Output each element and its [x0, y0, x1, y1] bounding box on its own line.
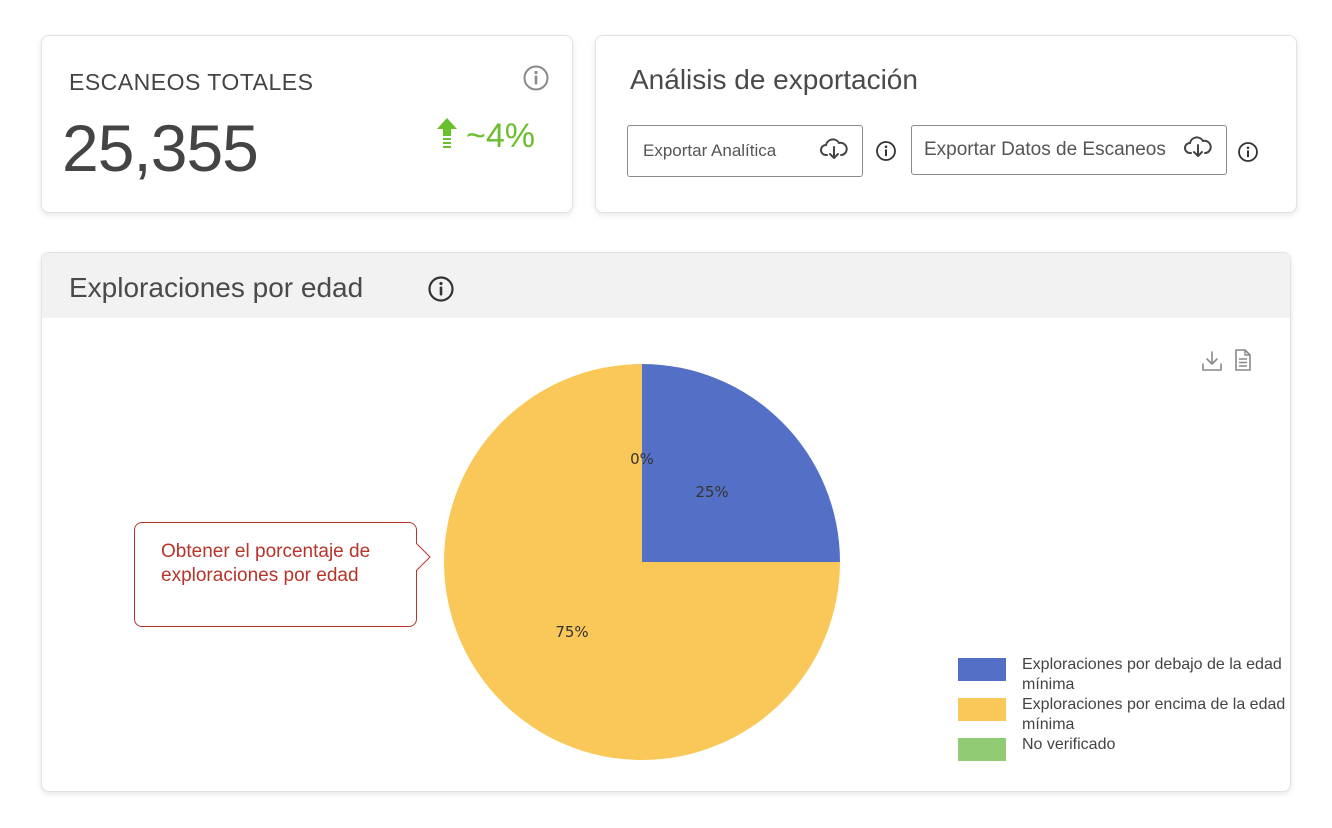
arrow-up-icon [436, 116, 458, 157]
pie-label-2: 0% [630, 450, 654, 468]
pie-label-0: 25% [695, 483, 728, 501]
trend-indicator: ~4% [436, 116, 535, 157]
pie-slice-0[interactable] [642, 364, 840, 562]
pie-label-1: 75% [555, 623, 588, 641]
info-icon[interactable] [875, 140, 897, 167]
pie-chart: 25% 75% 0% [444, 364, 840, 760]
legend-item[interactable]: Exploraciones por debajo de la edad míni… [958, 655, 1290, 695]
export-scans-label: Exportar Datos de Escaneos [924, 139, 1166, 160]
info-icon[interactable] [522, 64, 550, 97]
info-icon[interactable] [1237, 141, 1259, 168]
legend-swatch [958, 698, 1006, 721]
callout-tooltip: Obtener el porcentaje de exploraciones p… [134, 522, 417, 627]
legend-swatch [958, 658, 1006, 681]
cloud-download-icon [1184, 135, 1212, 165]
info-icon[interactable] [427, 275, 455, 308]
total-scans-title: ESCANEOS TOTALES [69, 69, 314, 95]
legend-label: Exploraciones por encima de la edad míni… [1022, 696, 1286, 733]
total-scans-card: ESCANEOS TOTALES 25,355 ~4% [41, 35, 573, 213]
legend-item[interactable]: No verificado [958, 735, 1290, 761]
export-scans-button[interactable]: Exportar Datos de Escaneos [911, 125, 1227, 175]
legend-swatch [958, 738, 1006, 761]
trend-value: ~4% [466, 117, 535, 155]
legend-label: Exploraciones por debajo de la edad míni… [1022, 656, 1282, 693]
callout-arrow [416, 542, 431, 572]
cloud-download-icon [820, 137, 848, 166]
export-analytics-button[interactable]: Exportar Analítica [627, 125, 863, 177]
export-card: Análisis de exportación Exportar Analíti… [595, 35, 1297, 213]
export-title: Análisis de exportación [630, 64, 918, 95]
legend-label: No verificado [1022, 736, 1116, 753]
chart-title: Exploraciones por edad [69, 272, 364, 303]
pie-slice-1[interactable] [444, 364, 840, 760]
legend-item[interactable]: Exploraciones por encima de la edad míni… [958, 695, 1290, 735]
card-header: Exploraciones por edad [42, 253, 1290, 318]
total-scans-value: 25,355 [62, 111, 259, 185]
chart-legend: Exploraciones por debajo de la edad míni… [958, 655, 1290, 761]
scans-by-age-card: Exploraciones por edad 25% 75% 0% Obtener … [41, 252, 1291, 792]
export-analytics-label: Exportar Analítica [643, 141, 777, 160]
document-icon[interactable] [1234, 349, 1252, 376]
download-icon[interactable] [1201, 350, 1223, 377]
